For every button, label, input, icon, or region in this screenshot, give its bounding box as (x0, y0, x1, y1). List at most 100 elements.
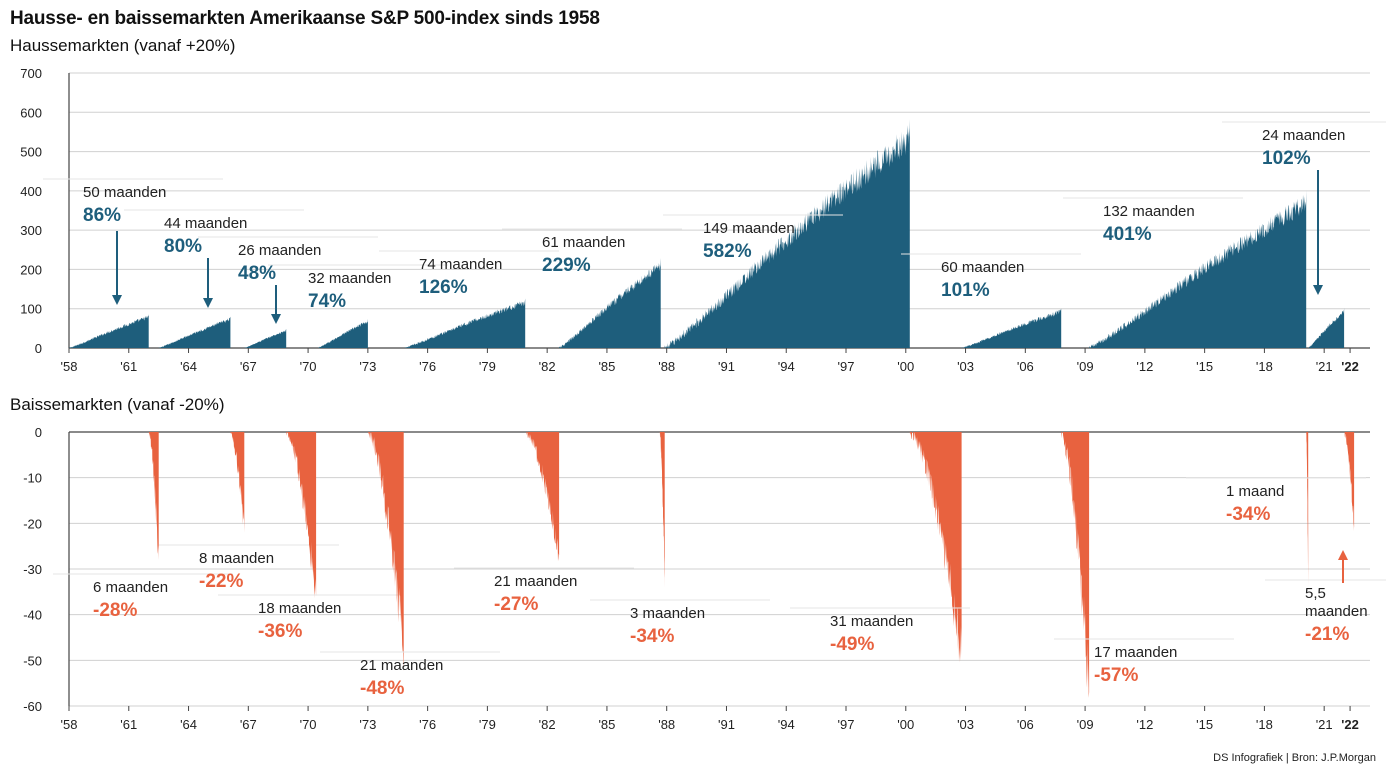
bear-percentage-label: -21% (1305, 624, 1349, 645)
bear-percentage-label: -27% (494, 594, 538, 615)
bear-duration-label: 21 maanden (494, 573, 577, 590)
bear-x-tick-label: '00 (897, 717, 914, 732)
bull-market-subtitle: Haussemarkten (vanaf +20%) (10, 36, 236, 55)
bull-percentage-label: 401% (1103, 224, 1152, 245)
bull-x-tick-label: '73 (359, 359, 376, 374)
bull-y-tick-label: 200 (20, 262, 42, 277)
bull-x-tick-label: '82 (539, 359, 556, 374)
bear-market-subtitle: Baissemarkten (vanaf -20%) (10, 395, 225, 414)
bull-x-tick-label: '64 (180, 359, 197, 374)
bull-x-tick-label: '12 (1136, 359, 1153, 374)
bear-percentage-label: -22% (199, 571, 243, 592)
bull-market-area (244, 329, 287, 348)
bull-x-tick-label: '18 (1256, 359, 1273, 374)
bull-y-tick-label: 400 (20, 184, 42, 199)
bull-x-tick-label: '22 (1341, 359, 1359, 374)
bear-market-area (1061, 432, 1090, 698)
bear-market-area (909, 432, 962, 663)
bull-percentage-label: 582% (703, 241, 752, 262)
bear-y-tick-label: -60 (23, 699, 42, 714)
bear-x-tick-label: '88 (658, 717, 675, 732)
bull-percentage-label: 80% (164, 236, 202, 257)
bull-x-tick-label: '97 (838, 359, 855, 374)
bull-duration-label: 61 maanden (542, 234, 625, 251)
bull-x-tick-label: '61 (120, 359, 137, 374)
bear-market-chart: 0 -10 -20 -30 -40 -50 -60 '58 '61 '64 '67 '70 '73 '76… (23, 425, 1386, 732)
bear-market-area (1344, 432, 1355, 532)
bear-duration-label: 31 maanden (830, 613, 913, 630)
bull-market-area (664, 119, 910, 349)
bear-x-tick-label: '85 (598, 717, 615, 732)
bear-x-tick-label: '21 (1316, 717, 1333, 732)
bull-x-tick-label: '03 (957, 359, 974, 374)
bear-y-tick-label: 0 (35, 425, 42, 440)
bull-x-tick-label: '67 (240, 359, 257, 374)
bear-x-tick-label: '94 (778, 717, 795, 732)
bear-market-area (1306, 432, 1309, 588)
bear-x-tick-label: '09 (1077, 717, 1094, 732)
bull-x-tick-label: '76 (419, 359, 436, 374)
bull-percentage-label: 229% (542, 255, 591, 276)
bear-duration-label: 5,5 (1305, 585, 1326, 602)
source-credit: DS Infografiek | Bron: J.P.Morgan (1213, 752, 1376, 764)
bull-market-area (403, 298, 526, 348)
bear-x-tick-label: '06 (1017, 717, 1034, 732)
bull-duration-label: 74 maanden (419, 256, 502, 273)
bear-duration-label: 8 maanden (199, 550, 274, 567)
bear-x-tick-label: '18 (1256, 717, 1273, 732)
bear-duration-label: 3 maanden (630, 605, 705, 622)
bull-market-area (961, 308, 1062, 348)
bear-percentage-label: -49% (830, 634, 874, 655)
bull-market-area (69, 314, 149, 348)
bull-percentage-label: 101% (941, 280, 990, 301)
bull-x-tick-label: '85 (598, 359, 615, 374)
bull-x-tick-label: '94 (778, 359, 795, 374)
bear-duration-label: 17 maanden (1094, 644, 1177, 661)
bear-y-tick-label: -40 (23, 608, 42, 623)
bull-duration-label: 32 maanden (308, 270, 391, 287)
chart-title: Hausse- en baissemarkten Amerikaanse S&P… (10, 8, 600, 29)
bull-duration-label: 60 maanden (941, 259, 1024, 276)
bear-y-tick-label: -50 (23, 653, 42, 668)
bull-market-area (318, 318, 368, 348)
bull-percentage-label: 74% (308, 291, 346, 312)
bear-y-tick-label: -30 (23, 562, 42, 577)
bear-percentage-label: -36% (258, 621, 302, 642)
bull-duration-label: 44 maanden (164, 215, 247, 232)
bear-x-tick-label: '79 (479, 717, 496, 732)
bull-x-tick-label: '15 (1196, 359, 1213, 374)
bear-percentage-label: -34% (1226, 504, 1270, 525)
bear-market-area (525, 432, 560, 561)
bear-x-tick-label: '73 (359, 717, 376, 732)
bear-y-tick-label: -20 (23, 516, 42, 531)
bull-x-tick-label: '06 (1017, 359, 1034, 374)
bull-duration-label: 50 maanden (83, 184, 166, 201)
bull-market-chart: 0 100 200 300 400 500 600 700 '58 '61 '64 '67 '70 '73… (20, 66, 1386, 374)
bull-percentage-label: 48% (238, 263, 276, 284)
bear-duration-label: 18 maanden (258, 600, 341, 617)
bear-x-tick-label: '76 (419, 717, 436, 732)
bear-x-tick-label: '61 (120, 717, 137, 732)
bear-percentage-label: -34% (630, 626, 674, 647)
bear-x-tick-label: '15 (1196, 717, 1213, 732)
bear-x-tick-label: '67 (240, 717, 257, 732)
bear-x-tick-label: '03 (957, 717, 974, 732)
bear-percentage-label: -28% (93, 600, 137, 621)
bear-duration-label: 21 maanden (360, 657, 443, 674)
bear-duration-label: maanden (1305, 603, 1368, 620)
bull-percentage-label: 102% (1262, 148, 1311, 169)
bull-y-tick-label: 0 (35, 341, 42, 356)
bear-market-area (367, 432, 404, 672)
bull-duration-label: 132 maanden (1103, 203, 1195, 220)
bull-duration-label: 24 maanden (1262, 127, 1345, 144)
bear-market-area (230, 432, 245, 533)
bull-x-tick-label: '00 (897, 359, 914, 374)
bear-market-area (148, 432, 159, 560)
bull-x-tick-label: '09 (1077, 359, 1094, 374)
bull-x-tick-label: '79 (479, 359, 496, 374)
bull-market-area (158, 316, 231, 348)
bull-y-tick-label: 300 (20, 223, 42, 238)
bull-duration-label: 149 maanden (703, 220, 795, 237)
bull-x-tick-label: '88 (658, 359, 675, 374)
bear-x-tick-label: '64 (180, 717, 197, 732)
